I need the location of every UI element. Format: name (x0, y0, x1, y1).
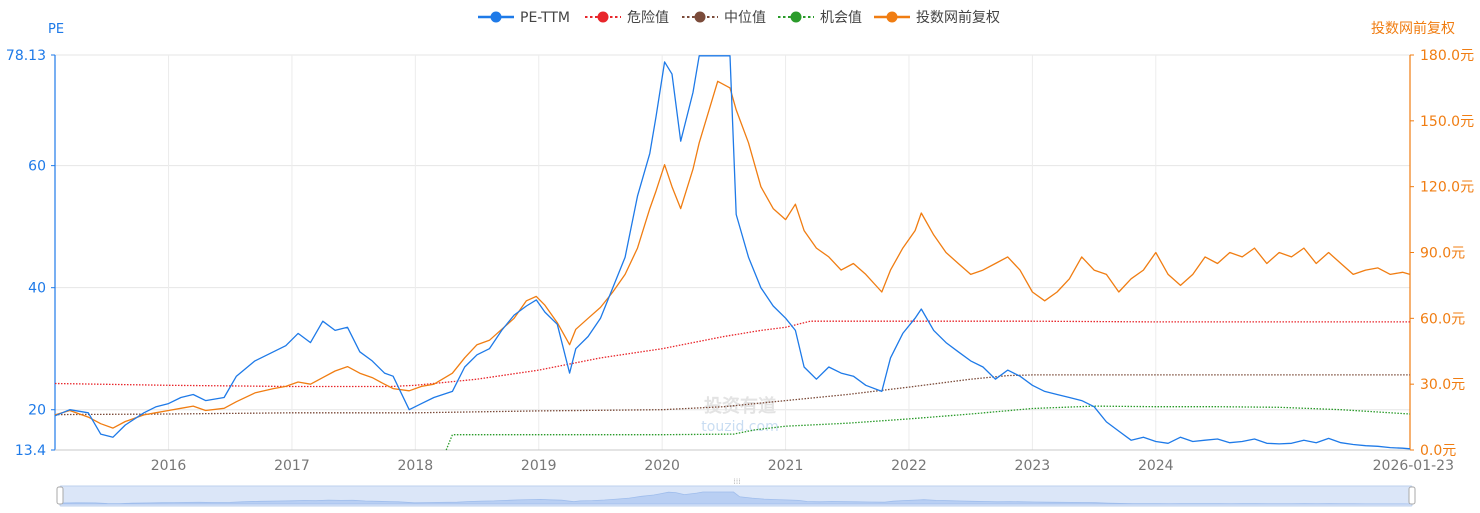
datazoom-preview (61, 491, 1411, 505)
legend-marker (597, 11, 609, 23)
y-right-tick-label: 60.0元 (1420, 311, 1465, 327)
series-line-pe-ttm (54, 55, 1411, 450)
x-tick-label: 2024 (1138, 458, 1174, 474)
legend-marker (694, 11, 706, 23)
legend-label: 中位值 (724, 10, 766, 26)
datazoom-grip[interactable]: ⁞⁞⁞ (733, 477, 741, 486)
x-tick-label: 2019 (521, 458, 557, 474)
y-right-title: 投数网前复权 (1371, 20, 1455, 37)
x-tick-label: 2022 (891, 458, 927, 474)
legend-label: 投数网前复权 (916, 9, 1000, 26)
legend-label: PE-TTM (520, 10, 570, 26)
y-left-tick-label: 20 (28, 403, 46, 419)
y-left-title: PE (48, 22, 64, 37)
datazoom-handle-left[interactable] (56, 486, 64, 505)
x-tick-label: 2021 (768, 458, 804, 474)
x-tick-label: 2023 (1015, 458, 1051, 474)
watermark: 投资有道 touzid.com (701, 395, 778, 435)
x-tick-label: 2020 (644, 458, 680, 474)
legend-item[interactable]: 危险值 (585, 10, 669, 26)
legend[interactable]: PE-TTM 危险值 中位值 机会值 投数网前复权 (478, 9, 1000, 26)
series-line-median (54, 374, 1410, 416)
y-right-tick-label: 90.0元 (1420, 246, 1465, 262)
watermark-domain: touzid.com (701, 419, 778, 435)
legend-marker (790, 11, 802, 23)
legend-item[interactable]: 机会值 (778, 10, 862, 26)
legend-marker (490, 11, 502, 23)
datazoom-slider[interactable]: ⁞⁞⁞ (56, 477, 1416, 507)
watermark-cn: 投资有道 (704, 395, 776, 417)
x-tick-label: 2018 (398, 458, 434, 474)
y-right-tick-label: 0.0元 (1420, 443, 1456, 459)
y-right-tick-label: 150.0元 (1420, 114, 1474, 130)
x-tick-label: 2016 (151, 458, 187, 474)
y-right-tick-label: 30.0元 (1420, 377, 1465, 393)
legend-label: 机会值 (820, 10, 862, 26)
y-left-tick-label: 13.4 (15, 443, 46, 459)
legend-label: 危险值 (627, 10, 669, 26)
y-left-tick-label: 40 (28, 281, 46, 297)
x-tick-label: 2026-01-23 (1373, 458, 1454, 474)
legend-marker (886, 11, 898, 23)
y-right-tick-label: 180.0元 (1420, 48, 1474, 64)
y-left-tick-label: 60 (28, 159, 46, 175)
series-line-price (54, 80, 1411, 429)
datazoom-handle-right[interactable] (1408, 486, 1416, 505)
legend-item[interactable]: PE-TTM (478, 10, 570, 26)
y-left-tick-label: 78.13 (6, 48, 46, 64)
series-line-danger (54, 320, 1410, 388)
y-right-tick-label: 120.0元 (1420, 180, 1474, 196)
legend-item[interactable]: 投数网前复权 (874, 9, 1000, 26)
legend-item[interactable]: 中位值 (682, 10, 766, 26)
x-tick-label: 2017 (274, 458, 310, 474)
